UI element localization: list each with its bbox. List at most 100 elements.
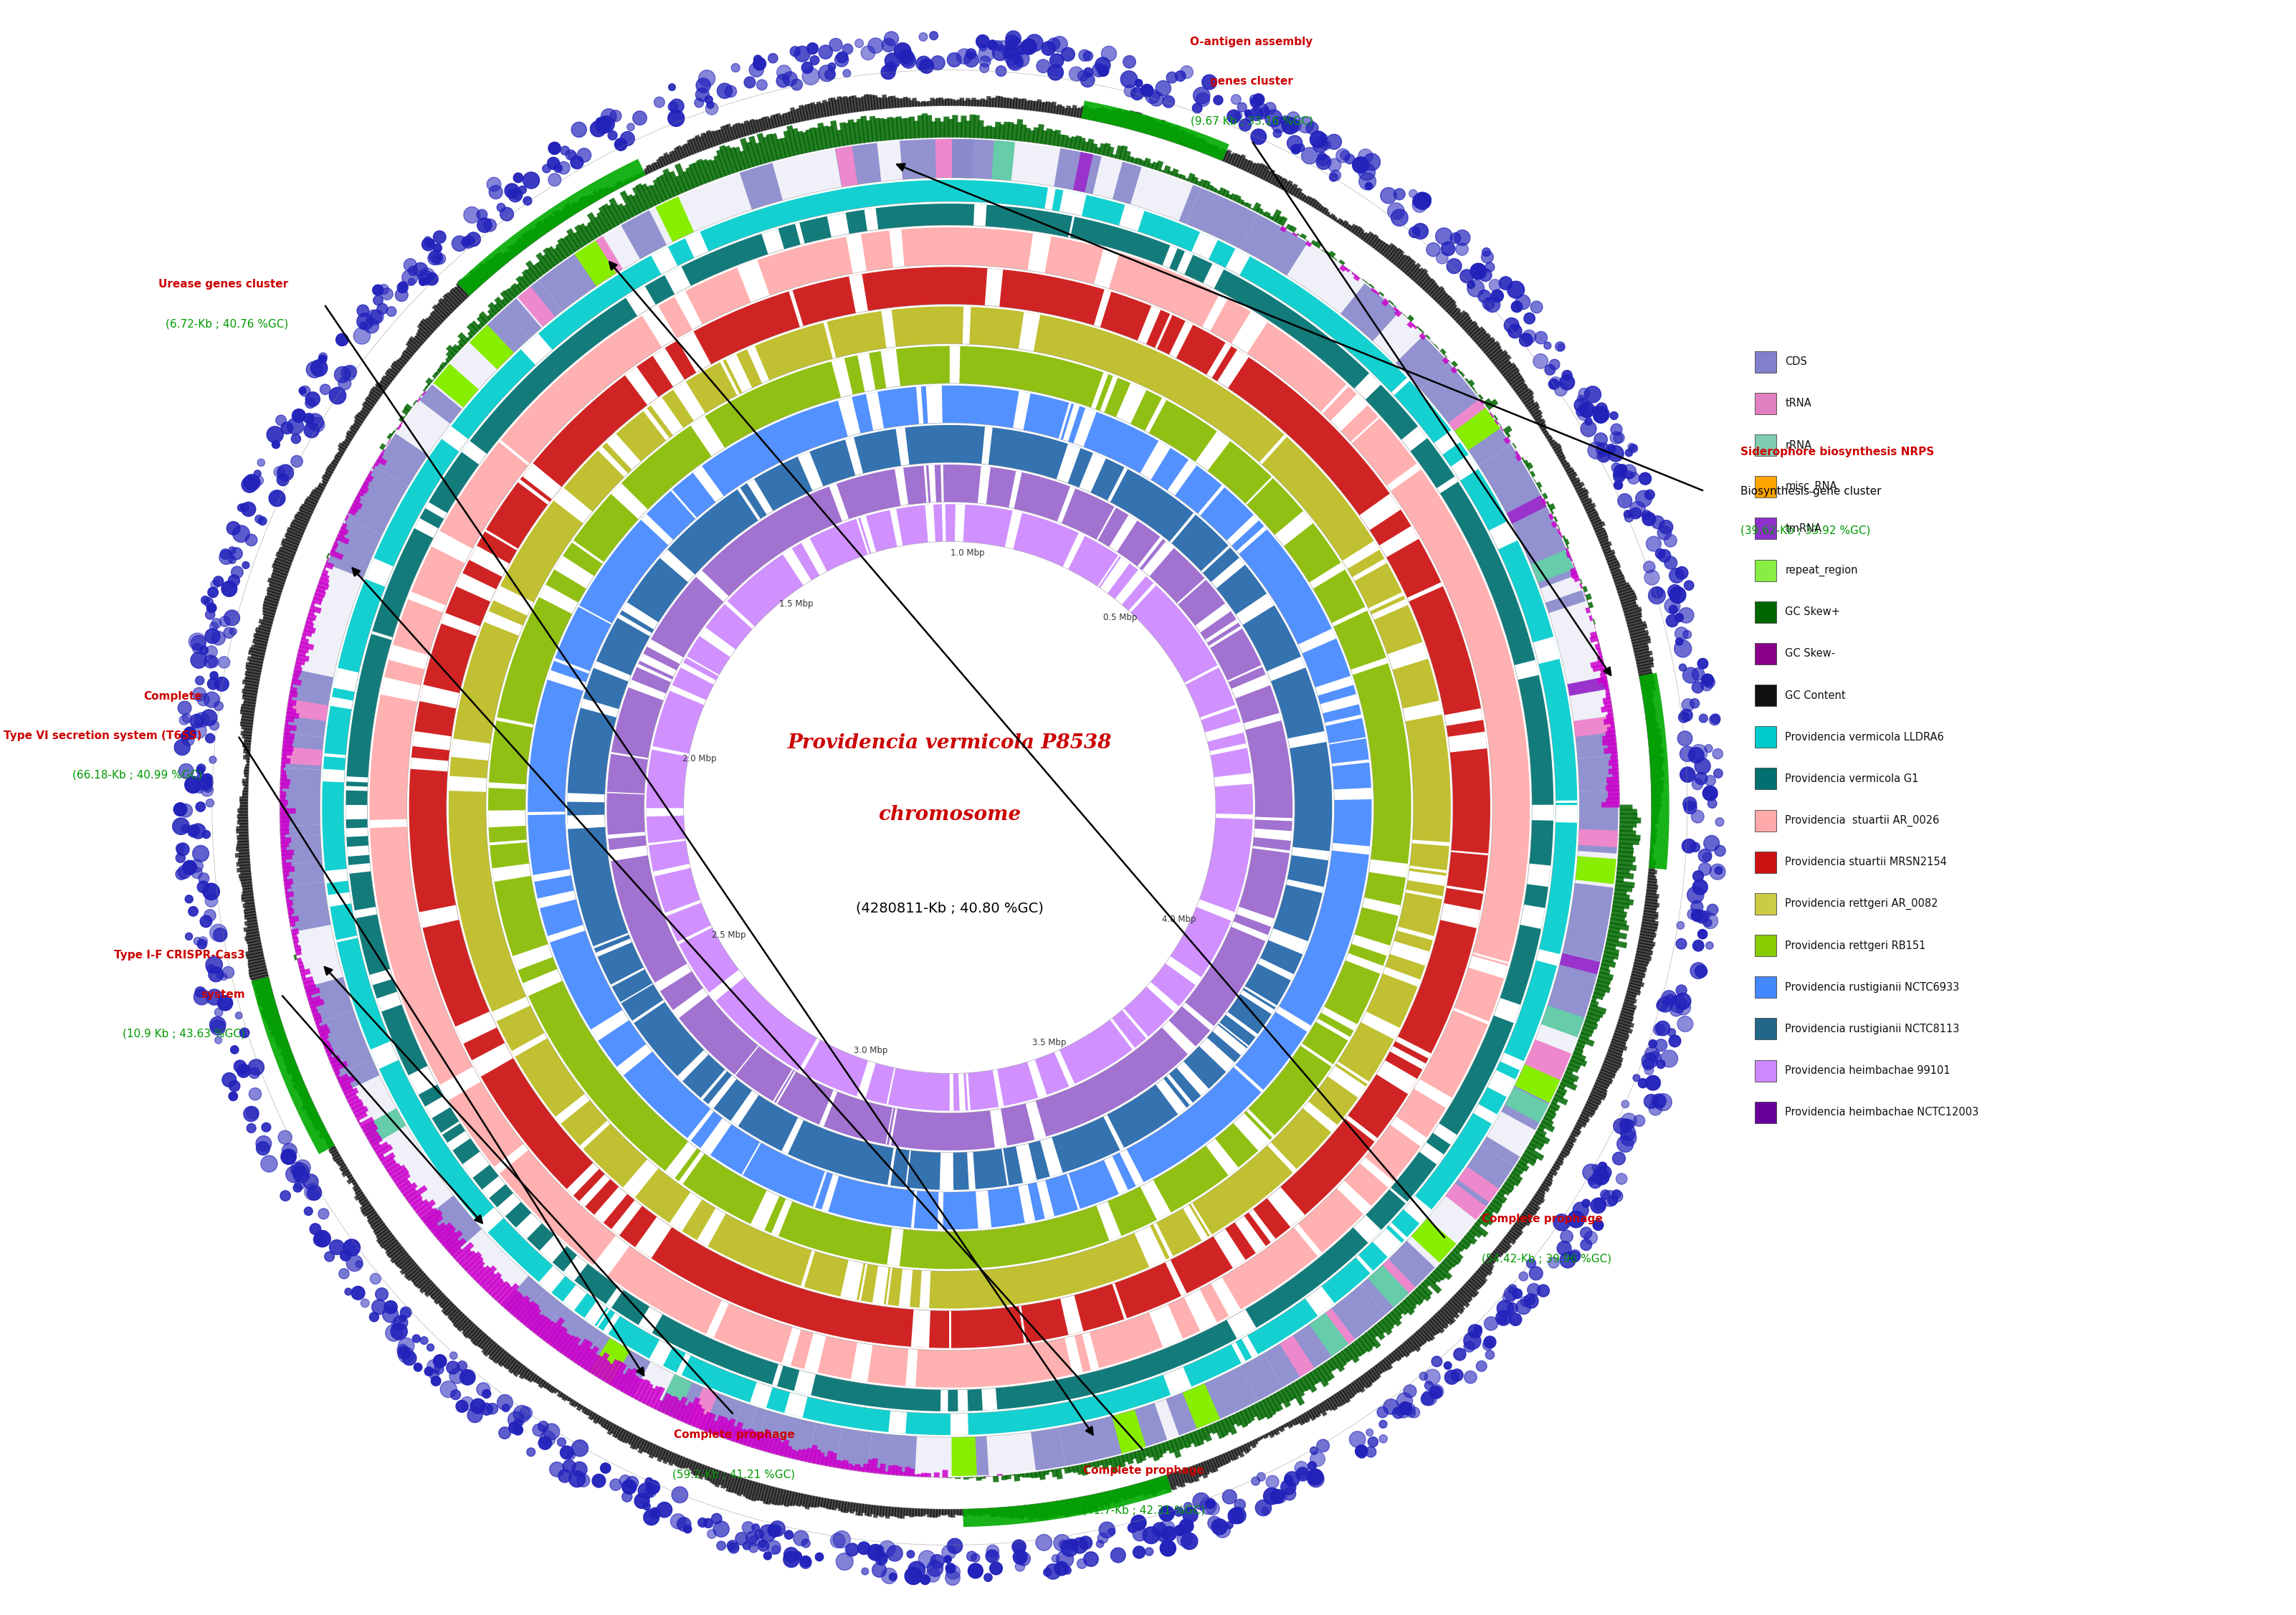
- Polygon shape: [400, 355, 409, 363]
- Circle shape: [790, 47, 801, 57]
- Circle shape: [395, 289, 409, 302]
- Circle shape: [1685, 580, 1694, 589]
- Polygon shape: [494, 297, 505, 308]
- Polygon shape: [457, 279, 473, 296]
- Polygon shape: [393, 1252, 409, 1265]
- Circle shape: [1619, 465, 1626, 473]
- Circle shape: [1465, 1371, 1476, 1384]
- Circle shape: [186, 933, 193, 940]
- Polygon shape: [1619, 809, 1637, 814]
- Polygon shape: [335, 452, 342, 459]
- Circle shape: [186, 895, 193, 903]
- Polygon shape: [1258, 958, 1295, 980]
- Polygon shape: [925, 504, 934, 543]
- Polygon shape: [879, 97, 884, 110]
- Polygon shape: [1603, 701, 1612, 707]
- Polygon shape: [1522, 397, 1534, 407]
- Polygon shape: [289, 522, 305, 531]
- Polygon shape: [494, 1284, 512, 1303]
- Polygon shape: [1086, 108, 1093, 120]
- Circle shape: [365, 318, 379, 333]
- Polygon shape: [386, 443, 388, 447]
- Circle shape: [1235, 111, 1242, 120]
- Polygon shape: [519, 480, 549, 505]
- Polygon shape: [526, 1313, 542, 1331]
- Polygon shape: [1605, 714, 1614, 720]
- Circle shape: [202, 783, 214, 793]
- Polygon shape: [698, 136, 707, 150]
- Polygon shape: [732, 147, 746, 171]
- Circle shape: [197, 775, 214, 790]
- Polygon shape: [503, 1357, 517, 1370]
- Polygon shape: [489, 782, 526, 790]
- Polygon shape: [1150, 162, 1159, 170]
- Polygon shape: [1394, 1349, 1403, 1360]
- Polygon shape: [303, 975, 315, 985]
- Polygon shape: [1389, 1116, 1426, 1147]
- Polygon shape: [588, 221, 602, 239]
- Circle shape: [360, 1298, 370, 1307]
- Polygon shape: [1476, 333, 1490, 347]
- Polygon shape: [732, 1421, 744, 1442]
- Circle shape: [1694, 911, 1708, 924]
- Circle shape: [1690, 901, 1704, 912]
- Polygon shape: [1277, 1006, 1311, 1032]
- Polygon shape: [1646, 895, 1658, 901]
- Polygon shape: [721, 360, 739, 396]
- Circle shape: [425, 273, 439, 286]
- Polygon shape: [1561, 1148, 1570, 1156]
- Polygon shape: [1035, 124, 1045, 144]
- Circle shape: [193, 937, 202, 945]
- Polygon shape: [1362, 1332, 1375, 1349]
- Circle shape: [918, 58, 934, 73]
- Polygon shape: [875, 1468, 882, 1474]
- Polygon shape: [1474, 331, 1488, 344]
- Polygon shape: [305, 1106, 317, 1116]
- Bar: [1754, 685, 1777, 706]
- Polygon shape: [1587, 1008, 1605, 1017]
- Polygon shape: [514, 241, 526, 252]
- Circle shape: [1490, 279, 1502, 291]
- Polygon shape: [1297, 1415, 1304, 1426]
- Polygon shape: [1651, 777, 1660, 782]
- Polygon shape: [1407, 870, 1446, 887]
- Polygon shape: [253, 638, 269, 646]
- Circle shape: [1042, 1568, 1052, 1576]
- Polygon shape: [1231, 675, 1270, 699]
- Polygon shape: [262, 1006, 278, 1014]
- Circle shape: [707, 1529, 716, 1539]
- Polygon shape: [335, 535, 349, 544]
- Polygon shape: [673, 1397, 687, 1420]
- Circle shape: [946, 1570, 960, 1586]
- Polygon shape: [436, 365, 443, 371]
- Polygon shape: [1187, 187, 1258, 249]
- Circle shape: [1205, 1502, 1219, 1515]
- Polygon shape: [939, 1153, 953, 1190]
- Bar: [1754, 350, 1777, 373]
- Polygon shape: [606, 791, 645, 795]
- Polygon shape: [448, 1308, 461, 1321]
- Polygon shape: [1534, 1190, 1545, 1200]
- Polygon shape: [347, 1097, 360, 1106]
- Circle shape: [195, 785, 204, 793]
- Circle shape: [985, 1573, 992, 1581]
- Polygon shape: [1605, 552, 1614, 560]
- Polygon shape: [1141, 1179, 1171, 1219]
- Polygon shape: [925, 115, 932, 137]
- Polygon shape: [1389, 1223, 1407, 1240]
- Polygon shape: [668, 150, 677, 163]
- Polygon shape: [1001, 1148, 1008, 1185]
- Circle shape: [533, 1424, 544, 1436]
- Polygon shape: [1543, 493, 1548, 499]
- Polygon shape: [1123, 1008, 1148, 1038]
- Polygon shape: [1070, 136, 1077, 149]
- Circle shape: [259, 517, 266, 525]
- Polygon shape: [1490, 1200, 1502, 1210]
- Polygon shape: [1182, 1468, 1192, 1484]
- Polygon shape: [771, 1198, 792, 1235]
- Polygon shape: [1649, 875, 1655, 880]
- Circle shape: [319, 355, 326, 363]
- Polygon shape: [930, 1508, 934, 1518]
- Circle shape: [806, 44, 817, 55]
- Polygon shape: [1476, 1268, 1488, 1279]
